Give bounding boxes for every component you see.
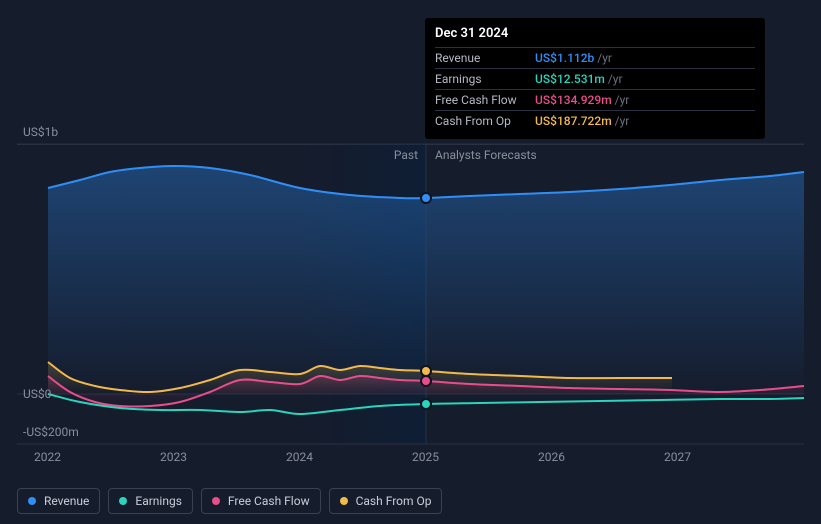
legend-label: Revenue (44, 494, 89, 508)
tooltip-metric-value: US$187.722m (535, 114, 612, 128)
tooltip-metric-label: Earnings (435, 72, 535, 86)
tooltip-metric-value: US$134.929m (535, 93, 612, 107)
x-axis-label: 2024 (286, 450, 313, 464)
legend-item-free-cash-flow[interactable]: Free Cash Flow (201, 488, 321, 514)
tooltip-row: RevenueUS$1.112b/yr (435, 47, 755, 68)
tooltip-row: Free Cash FlowUS$134.929m/yr (435, 89, 755, 110)
tooltip-metric-label: Cash From Op (435, 114, 535, 128)
y-axis-label: -US$200m (23, 425, 79, 439)
x-axis-label: 2025 (412, 450, 439, 464)
x-axis-label: 2022 (34, 450, 61, 464)
tooltip-row: EarningsUS$12.531m/yr (435, 68, 755, 89)
legend-label: Earnings (135, 494, 182, 508)
past-section-label: Past (394, 148, 418, 162)
tooltip-metric-label: Free Cash Flow (435, 93, 535, 107)
x-axis-label: 2026 (538, 450, 565, 464)
tooltip-row: Cash From OpUS$187.722m/yr (435, 110, 755, 131)
y-axis-label: US$0 (23, 387, 51, 401)
legend-item-revenue[interactable]: Revenue (17, 488, 100, 514)
tooltip-metric-unit: /yr (615, 93, 630, 107)
chart-legend: Revenue Earnings Free Cash Flow Cash From O… (17, 488, 442, 514)
tooltip-metric-unit: /yr (608, 72, 623, 86)
legend-dot-icon (340, 497, 348, 505)
tooltip-metric-value: US$12.531m (535, 72, 605, 86)
tooltip-metric-unit: /yr (615, 114, 630, 128)
legend-dot-icon (119, 497, 127, 505)
legend-label: Free Cash Flow (228, 494, 310, 508)
x-axis-label: 2023 (160, 450, 187, 464)
tooltip-date: Dec 31 2024 (435, 26, 755, 47)
legend-dot-icon (212, 497, 220, 505)
tooltip-metric-unit: /yr (597, 51, 612, 65)
y-axis-label: US$1b (23, 125, 58, 139)
tooltip-metric-label: Revenue (435, 51, 535, 65)
data-tooltip: Dec 31 2024 RevenueUS$1.112b/yrEarningsU… (425, 18, 765, 139)
legend-item-cash-from-op[interactable]: Cash From Op (329, 488, 443, 514)
x-axis-label: 2027 (664, 450, 691, 464)
forecast-section-label: Analysts Forecasts (435, 148, 537, 162)
legend-item-earnings[interactable]: Earnings (108, 488, 193, 514)
legend-label: Cash From Op (356, 494, 432, 508)
legend-dot-icon (28, 497, 36, 505)
tooltip-metric-value: US$1.112b (535, 51, 594, 65)
